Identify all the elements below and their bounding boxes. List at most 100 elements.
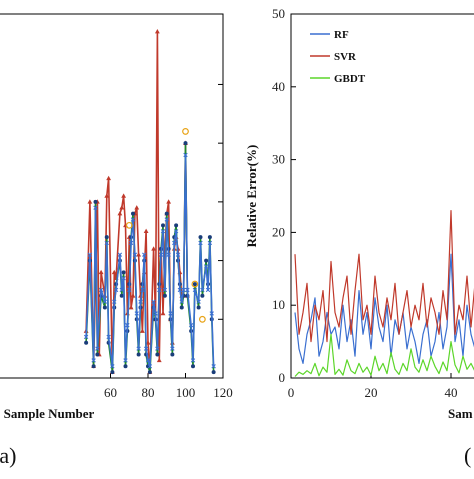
panel-a-point — [106, 175, 112, 181]
panel-a-point — [207, 235, 212, 240]
panel-a-point — [130, 293, 136, 298]
panel-a-point — [95, 346, 100, 351]
panel-a-point — [196, 305, 201, 310]
panel-a-point — [151, 246, 157, 251]
panel-a-point — [91, 364, 96, 369]
panel-a-point — [111, 269, 117, 275]
panel-a-point — [84, 340, 89, 345]
panel-a-point — [136, 352, 141, 357]
panel-a-point — [98, 269, 104, 275]
panel-a-point — [151, 299, 156, 304]
panel-a-point — [204, 258, 209, 263]
legend-label-svr: SVR — [334, 51, 357, 63]
panel-a-point — [125, 322, 130, 328]
panel-a-point — [188, 322, 194, 328]
panel-a-point — [140, 287, 145, 293]
panel-a-point — [87, 199, 93, 204]
panel-a-point — [156, 357, 162, 363]
panel-a-point — [155, 352, 160, 357]
panel-a-point — [119, 293, 124, 298]
panel-a-x-axis-label: Sample Number — [4, 406, 95, 421]
panel-a-point — [164, 211, 169, 216]
panel-a-point — [200, 287, 205, 293]
panel-a-x-ticks: 60 80 100 120 — [104, 83, 233, 400]
panel-a-point — [136, 346, 141, 351]
panel-a-x-tick-label: 100 — [176, 385, 196, 400]
panel-b-series-line-svr — [294, 210, 474, 343]
panel-a-x-tick-label: 120 — [213, 385, 233, 400]
panel-a-point — [207, 240, 213, 246]
legend-label-gbdt: GBDT — [334, 73, 366, 85]
panel-a-point — [102, 299, 108, 304]
panel-b-y-tick-label: 0 — [279, 370, 286, 385]
panel-a-point — [139, 328, 145, 333]
panel-a-point — [130, 217, 136, 222]
panel-a-point — [192, 287, 198, 293]
panel-a-point — [113, 287, 119, 293]
panel-a-point — [91, 358, 96, 363]
panel-a-point — [181, 287, 186, 293]
panel-a-point — [127, 287, 132, 293]
panel-b-y-tick-label: 10 — [272, 297, 285, 312]
panel-b-series-line-gbdt — [294, 333, 474, 377]
panel-a-x-tick-label: 80 — [142, 385, 155, 400]
panel-a-point — [211, 364, 216, 369]
panel-a-point — [119, 287, 124, 293]
panel-a-point — [142, 252, 147, 257]
panel-b-plot-frame — [290, 13, 474, 379]
panel-a-point — [179, 299, 184, 304]
panel-b-series-line-rf — [294, 253, 474, 364]
panel-b-y-axis-label: Relative Error(%) — [244, 145, 259, 248]
legend-label-rf: RF — [334, 29, 349, 41]
panel-a-x-tick-label: 60 — [104, 385, 117, 400]
panel-a-point — [191, 364, 195, 369]
panel-a-point — [136, 252, 142, 257]
panel-a-point — [110, 364, 115, 369]
panel-a-point — [174, 223, 179, 228]
panel-a-point — [123, 358, 128, 363]
panel-b-ticks: 0 10 20 30 40 50 0 20 40 — [272, 6, 458, 400]
panel-a-point — [183, 152, 188, 158]
panel-a-point — [203, 264, 209, 269]
panel-a-point — [98, 287, 104, 293]
panel-a-point — [164, 217, 169, 222]
panel-a-point — [205, 287, 211, 293]
panel-a-point — [93, 205, 98, 210]
panel-a-point — [102, 305, 107, 310]
panel-a-point — [106, 334, 111, 340]
panel-a-point — [200, 293, 205, 298]
panel-b-label: ( — [464, 443, 471, 468]
panel-a-point — [134, 311, 139, 316]
panel-a-point — [158, 252, 164, 257]
panel-b-x-axis-label: Sam — [448, 406, 473, 421]
panel-a-point — [128, 240, 134, 246]
panel-a-point — [121, 193, 127, 198]
panel-a-point — [175, 252, 181, 257]
panel-a-point — [170, 346, 175, 351]
panel-a-point — [138, 299, 143, 304]
panel-a-point — [160, 229, 166, 234]
panel-a-point — [143, 346, 149, 351]
panel-a-label: (a) — [0, 443, 16, 468]
panel-b-y-tick-label: 40 — [272, 79, 285, 94]
panel-a-point — [121, 270, 126, 275]
panel-a-point — [117, 211, 123, 216]
panel-a-point — [157, 287, 162, 293]
panel-b-x-tick-label: 40 — [445, 385, 458, 400]
panel-a-point — [166, 252, 171, 257]
panel-a-point — [173, 229, 179, 234]
panel-a-point — [209, 311, 214, 316]
panel-a-point — [162, 287, 168, 293]
panel-a-point — [185, 287, 190, 293]
panel-a-point — [131, 211, 135, 216]
panel-a-point — [112, 299, 117, 304]
panel-a-point — [198, 315, 206, 323]
panel-a-point — [177, 287, 183, 293]
panel-a-point — [191, 280, 199, 288]
panel-a-point — [145, 358, 151, 363]
panel-a-point — [123, 364, 128, 369]
panel-a-point — [93, 199, 98, 204]
panel-a-point — [182, 128, 189, 135]
panel-a-point — [147, 364, 153, 369]
